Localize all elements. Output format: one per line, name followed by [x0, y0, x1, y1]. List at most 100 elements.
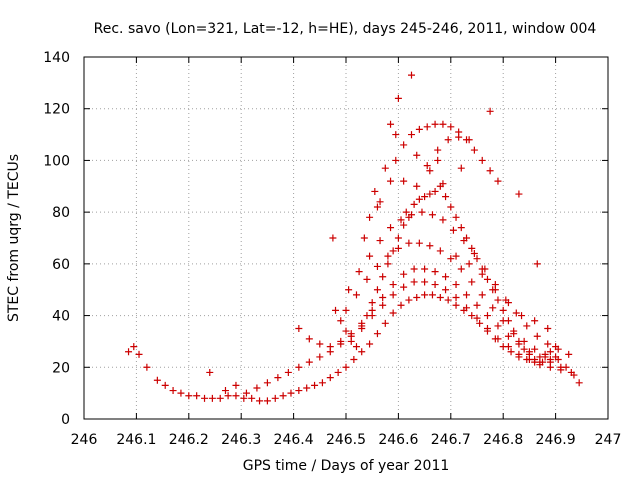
data-point	[185, 392, 193, 400]
data-point	[248, 394, 256, 402]
data-point	[318, 379, 326, 387]
data-point	[373, 203, 381, 211]
data-point	[410, 278, 418, 286]
data-point	[373, 262, 381, 270]
data-point	[470, 146, 478, 154]
data-point	[389, 247, 397, 255]
data-point	[394, 244, 402, 252]
data-point	[326, 343, 334, 351]
data-point	[387, 177, 395, 185]
data-point	[575, 379, 583, 387]
data-point	[193, 392, 201, 400]
data-point	[486, 167, 494, 175]
data-point	[125, 348, 133, 356]
data-point	[366, 252, 374, 260]
y-axis-label: STEC from uqrg / TECUs	[6, 154, 22, 322]
data-point	[533, 332, 541, 340]
x-tick-label: 246.7	[431, 432, 471, 448]
data-point	[504, 299, 512, 307]
y-tick-label: 100	[43, 153, 70, 169]
data-point	[439, 216, 447, 224]
data-point	[352, 343, 360, 351]
data-point	[253, 384, 261, 392]
data-point	[384, 252, 392, 260]
data-point	[483, 325, 491, 332]
y-tick-label: 60	[52, 257, 70, 273]
data-point	[360, 234, 368, 242]
data-point	[565, 350, 573, 358]
data-point	[421, 193, 429, 201]
data-point	[515, 190, 523, 198]
data-point	[531, 356, 539, 364]
data-point	[418, 208, 426, 216]
data-point	[345, 286, 353, 294]
x-tick-label: 246.5	[326, 432, 366, 448]
data-point	[263, 397, 271, 405]
x-tick-label: 246.4	[274, 432, 314, 448]
data-point	[457, 164, 465, 172]
data-point	[216, 394, 224, 402]
data-point	[452, 213, 460, 221]
axis-ticks	[83, 56, 609, 420]
data-point	[478, 291, 486, 299]
data-point	[208, 394, 216, 402]
data-point	[303, 384, 311, 392]
data-point	[434, 146, 442, 154]
x-tick-label: 246	[71, 432, 98, 448]
data-point	[557, 363, 565, 371]
data-point	[423, 123, 431, 131]
data-point	[486, 107, 494, 115]
data-point	[405, 213, 413, 221]
data-point	[342, 327, 350, 335]
data-point	[408, 131, 415, 139]
data-point	[400, 270, 408, 278]
data-point	[206, 368, 214, 376]
data-point	[347, 337, 355, 345]
data-point	[494, 335, 502, 343]
data-point	[476, 319, 484, 327]
data-point	[295, 363, 303, 371]
data-point	[426, 190, 434, 198]
data-point	[468, 312, 476, 320]
data-point	[444, 136, 452, 144]
data-point	[447, 203, 455, 211]
x-tick-label: 246.9	[536, 432, 576, 448]
data-point	[515, 337, 523, 345]
x-tick-label: 246.1	[116, 432, 156, 448]
data-point	[366, 340, 374, 348]
data-point	[305, 335, 313, 343]
data-point	[274, 374, 282, 382]
data-point	[334, 368, 342, 376]
data-point	[410, 265, 418, 273]
data-point	[400, 141, 408, 149]
data-point	[525, 350, 533, 358]
data-point	[483, 312, 491, 320]
data-point	[415, 239, 423, 247]
data-point	[423, 162, 431, 170]
data-point	[494, 296, 502, 304]
data-point	[452, 281, 460, 289]
data-point	[544, 340, 552, 348]
y-tick-label: 140	[43, 50, 70, 66]
data-point	[232, 392, 240, 400]
data-point	[421, 291, 429, 299]
data-point	[512, 309, 520, 317]
data-point	[381, 164, 389, 172]
data-point	[305, 358, 313, 366]
data-point	[428, 291, 436, 299]
data-point	[337, 317, 345, 325]
data-point	[397, 301, 405, 309]
data-point	[400, 221, 408, 229]
data-point	[387, 224, 395, 232]
data-point	[379, 301, 387, 309]
data-point	[431, 268, 439, 276]
data-point	[358, 325, 366, 332]
x-tick-label: 247	[595, 432, 622, 448]
data-point	[515, 350, 523, 358]
data-point	[494, 177, 502, 185]
data-point	[473, 301, 481, 309]
x-tick-label: 246.6	[378, 432, 418, 448]
data-point	[373, 330, 381, 338]
data-point	[439, 120, 447, 128]
